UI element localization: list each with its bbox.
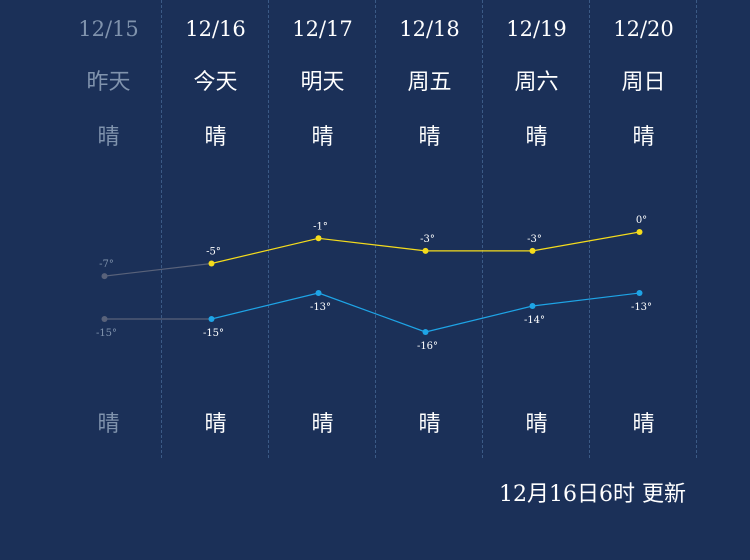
high-temp-label: -1° [313,221,328,232]
low-temp-point [529,303,536,309]
night-weather: 晴 [525,412,548,437]
night-weather: 晴 [418,412,441,437]
low-temp-label: -16° [417,341,438,352]
forecast-date: 12/15 [78,17,139,41]
forecast-day-name: 明天 [300,70,345,95]
forecast-date: 12/19 [506,17,567,41]
day-weather: 晴 [311,125,334,150]
high-temp-line-segment [532,231,640,252]
forecast-day-saturday: 12/19 周六 晴 晴 [483,0,590,460]
forecast-day-name: 周六 [514,70,559,95]
day-weather: 晴 [97,125,120,150]
high-temp-point [208,260,215,267]
night-weather: 晴 [204,412,227,437]
forecast-panel: 12/15 昨天 晴 晴 12/16 今天 晴 晴 12/17 明天 晴 晴 1… [55,0,697,460]
day-weather: 晴 [632,125,655,150]
low-temp-point [315,290,322,296]
column-divider [482,0,483,458]
high-temp-label: -7° [99,259,114,270]
forecast-day-tomorrow: 12/17 明天 晴 晴 [269,0,376,460]
high-temp-point [422,247,429,254]
high-temp-point [636,229,643,235]
forecast-date: 12/18 [399,17,460,41]
night-weather: 晴 [311,412,334,437]
high-temp-point [315,235,322,242]
high-temp-point [101,273,108,280]
low-temp-line-segment [211,292,319,320]
forecast-day-name: 昨天 [86,70,131,95]
forecast-date: 12/17 [292,17,353,41]
low-temp-label: -15° [203,328,224,339]
day-weather: 晴 [418,125,441,150]
day-weather: 晴 [204,125,227,150]
high-temp-point [529,247,536,254]
update-time: 12月16日6时 更新 [499,482,686,507]
column-divider [696,0,697,458]
high-temp-line-segment [104,262,212,277]
low-temp-line-segment [425,305,533,333]
temperature-chart: -7° -5° -1° -3° -3° 0° -15° -15° -13° -16° -14° -13… [96,215,652,352]
forecast-day-name: 周五 [407,70,452,95]
forecast-day-yesterday: 12/15 昨天 晴 晴 [55,0,162,460]
high-temp-label: -3° [527,234,542,245]
low-temp-point [101,316,108,322]
forecast-day-today: 12/16 今天 晴 晴 [162,0,269,460]
forecast-date: 12/16 [185,17,246,41]
forecast-day-friday: 12/18 周五 晴 晴 [376,0,483,460]
low-temp-point [422,329,429,335]
high-temp-label: 0° [636,215,647,226]
high-temp-line-segment [318,237,426,252]
low-temp-label: -13° [310,302,331,313]
night-weather: 晴 [97,412,120,437]
low-temp-point [636,290,643,296]
forecast-date: 12/20 [613,17,674,41]
high-temp-line-segment [211,237,319,265]
forecast-day-name: 今天 [193,70,238,95]
forecast-day-sunday: 12/20 周日 晴 晴 [590,0,697,460]
high-temp-label: -5° [206,247,221,258]
column-divider [268,0,269,458]
column-divider [589,0,590,458]
low-temp-label: -14° [524,315,545,326]
column-divider [161,0,162,458]
low-temp-point [208,316,215,322]
low-temp-line-segment [532,292,640,307]
high-temp-label: -3° [420,234,435,245]
day-weather: 晴 [525,125,548,150]
low-temp-line-segment [318,292,426,333]
low-temp-label: -13° [631,302,652,313]
night-weather: 晴 [632,412,655,437]
forecast-day-name: 周日 [621,70,666,95]
low-temp-label: -15° [96,328,117,339]
column-divider [375,0,376,458]
